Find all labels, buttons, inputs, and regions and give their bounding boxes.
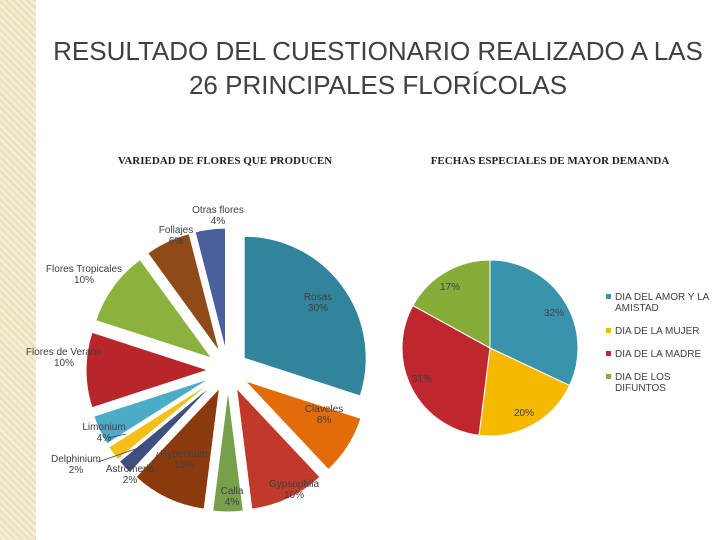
legend-swatch	[606, 328, 611, 333]
slice-pct-dia-de-la-madre: 31%	[412, 374, 432, 385]
legend-swatch	[606, 294, 611, 299]
slice-pct-dia-del-amor-y-la-amistad: 32%	[544, 308, 564, 319]
slice-flores-de-verano	[85, 331, 210, 409]
slice-pct-otras-flores: 4%	[211, 216, 226, 227]
leader-line	[97, 445, 145, 463]
slice-pct-calla: 4%	[225, 497, 240, 508]
slice-pct-limonium: 4%	[97, 433, 112, 444]
legend-item-dia-de-la-mujer: DIA DE LA MUJER	[606, 326, 716, 337]
flowers-chart-title: VARIEDAD DE FLORES QUE PRODUCEN	[117, 155, 333, 167]
slice-label-flores-de-verano: Flores de Verano	[26, 347, 103, 358]
leader-line	[149, 451, 159, 471]
slice-pct-claveles: 8%	[317, 415, 332, 426]
slice-dia-de-la-madre	[401, 304, 491, 436]
slice-pct-flores-tropicales: 10%	[74, 275, 94, 286]
slice-label-astromeria: Astromeria	[106, 464, 155, 475]
slice-pct-delphinium: 2%	[69, 465, 84, 476]
flowers-pie: Rosas30%Claveles8%Gypsophila10%Calla4%Hy…	[26, 205, 367, 513]
slice-dia-de-la-mujer	[478, 347, 571, 437]
slice-dia-de-los-difuntos	[412, 259, 491, 349]
slice-follajes	[147, 233, 220, 353]
legend-item-dia-del-amor-y-la-amistad: DIA DEL AMOR Y LA AMISTAD	[606, 292, 716, 314]
slice-label-limonium: Limonium	[82, 422, 125, 433]
slice-pct-gypsophila: 10%	[284, 490, 304, 501]
legend-swatch	[606, 374, 611, 379]
legend-label: DIA DE LA MADRE	[615, 349, 702, 360]
slice-calla	[212, 389, 244, 513]
slice-delphinium	[108, 381, 213, 461]
slice-gypsophila	[235, 386, 321, 510]
slice-pct-dia-de-los-difuntos: 17%	[440, 282, 460, 293]
leader-line	[107, 433, 127, 439]
legend-swatch	[606, 351, 611, 356]
slice-label-otras-flores: Otras flores	[192, 205, 244, 216]
slice-pct-hypericum: 10%	[174, 460, 194, 471]
dates-chart-title: FECHAS ESPECIALES DE MAYOR DEMANDA	[430, 155, 670, 167]
decorative-stripe	[0, 0, 36, 540]
slice-pct-flores-de-verano: 10%	[54, 358, 74, 369]
legend-item-dia-de-los-difuntos: DIA DE LOS DIFUNTOS	[606, 372, 716, 394]
legend-label: DIA DEL AMOR Y LA AMISTAD	[615, 292, 709, 314]
slice-label-hypericum: Hypericum	[160, 449, 208, 460]
slice-claveles	[244, 380, 362, 471]
slice-rosas	[243, 235, 367, 397]
slice-dia-del-amor-y-la-amistad	[489, 259, 579, 387]
slice-label-delphinium: Delphinium	[51, 454, 101, 465]
slice-label-rosas: Rosas	[304, 292, 332, 303]
slice-flores-tropicales	[95, 258, 214, 360]
legend-label: DIA DE LOS DIFUNTOS	[615, 372, 671, 394]
slice-otras-flores	[194, 227, 226, 351]
slide-title: RESULTADO DEL CUESTIONARIO REALIZADO A L…	[53, 36, 703, 100]
slice-pct-astromeria: 2%	[123, 475, 138, 486]
legend-label: DIA DE LA MUJER	[615, 326, 700, 337]
slice-pct-dia-de-la-mujer: 20%	[514, 408, 534, 419]
slice-label-gypsophila: Gypsophila	[269, 479, 319, 490]
slice-label-calla: Calla	[221, 486, 244, 497]
slice-label-claveles: Claveles	[305, 404, 343, 415]
dates-legend: DIA DEL AMOR Y LA AMISTAD DIA DE LA MUJER…	[606, 292, 716, 406]
dates-pie: 32% 20% 31% 17%	[401, 259, 579, 437]
slice-pct-rosas: 30%	[308, 303, 328, 314]
slice-label-follajes: Follajes	[159, 225, 193, 236]
slice-limonium	[93, 378, 211, 445]
slice-label-flores-tropicales: Flores Tropicales	[46, 264, 122, 275]
legend-item-dia-de-la-madre: DIA DE LA MADRE	[606, 349, 716, 360]
slice-hypericum	[135, 386, 221, 510]
slice-astromeria	[118, 383, 214, 474]
slice-pct-follajes: 6%	[169, 236, 184, 247]
